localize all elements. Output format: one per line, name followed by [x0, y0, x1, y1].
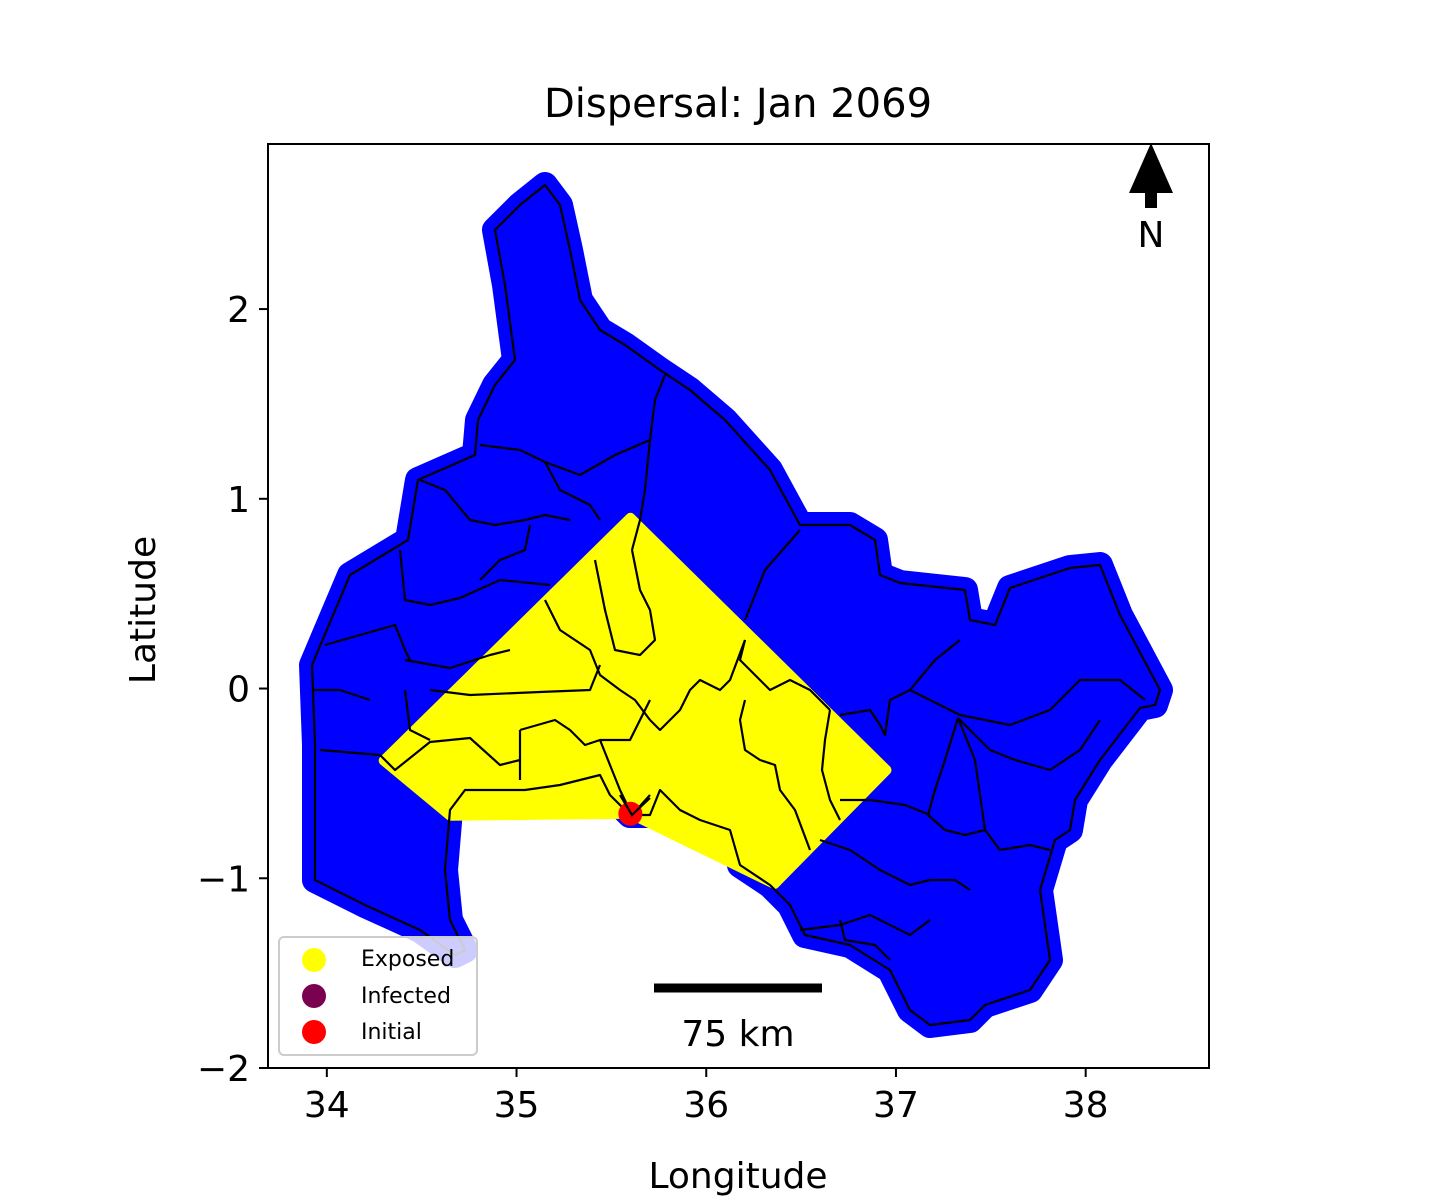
- border-t: [738, 699, 812, 851]
- y-tick-label: 1: [227, 480, 250, 521]
- border-e: [398, 549, 551, 607]
- x-tick-label: 37: [873, 1085, 919, 1126]
- north-arrow-label: N: [1138, 215, 1165, 256]
- border-u: [820, 709, 841, 821]
- border-ad: [819, 838, 971, 891]
- legend-exposed-label: Exposed: [361, 947, 454, 972]
- scale-bar: 75 km: [654, 983, 822, 1055]
- y-tick-label: 2: [227, 290, 250, 331]
- chart-title: Dispersal: Jan 2069: [544, 81, 932, 127]
- border-f: [479, 524, 532, 581]
- north-arrow-icon: [1129, 143, 1173, 208]
- border-m: [403, 689, 431, 741]
- x-axis-ticks: 34 35 36 37 38: [304, 1068, 1109, 1126]
- legend-initial-label: Initial: [361, 1020, 422, 1045]
- border-ab: [956, 717, 1051, 852]
- border-a: [479, 374, 667, 477]
- border-af: [838, 919, 891, 961]
- border-c: [544, 461, 601, 521]
- border-h: [404, 648, 511, 670]
- x-tick-label: 34: [304, 1085, 350, 1126]
- initial-point-border: [619, 794, 651, 817]
- legend-exposed-marker: [302, 948, 326, 972]
- border-outer: [310, 183, 1162, 1027]
- y-tick-label: −1: [197, 859, 250, 900]
- map-area: [299, 172, 1173, 1038]
- border-s: [738, 639, 831, 711]
- x-tick-label: 38: [1063, 1085, 1109, 1126]
- border-v: [743, 529, 801, 621]
- border-y: [909, 639, 961, 691]
- y-axis-ticks: 2 1 0 −1 −2: [197, 290, 268, 1090]
- border-b: [630, 439, 652, 551]
- border-i: [312, 688, 371, 702]
- y-tick-label: 0: [227, 670, 250, 711]
- border-n: [544, 599, 651, 721]
- region-outline: [299, 172, 1173, 1038]
- legend-infected-marker: [302, 984, 326, 1008]
- legend: Exposed Infected Initial: [278, 936, 478, 1056]
- border-r: [649, 639, 747, 732]
- border-aa: [957, 717, 1101, 772]
- scale-bar-label: 75 km: [681, 1014, 794, 1055]
- border-d: [419, 478, 571, 527]
- border-g: [324, 623, 411, 661]
- y-axis-label: Latitude: [123, 536, 164, 684]
- border-j: [319, 736, 521, 772]
- border-x: [909, 678, 1146, 727]
- border-l: [593, 549, 657, 657]
- border-k: [429, 664, 602, 697]
- border-ac: [840, 798, 931, 817]
- axes-frame: [267, 143, 1210, 1069]
- x-axis-label: Longitude: [648, 1156, 827, 1197]
- north-arrow: N: [1129, 143, 1173, 256]
- x-tick-label: 35: [494, 1085, 540, 1126]
- y-tick-label: −2: [197, 1049, 250, 1090]
- border-w: [839, 689, 911, 737]
- border-ae: [799, 913, 931, 937]
- border-o: [519, 699, 651, 747]
- admin-borders: [310, 183, 1162, 1027]
- legend-box: [278, 936, 478, 1056]
- legend-initial-marker: [302, 1020, 326, 1044]
- legend-infected-label: Infected: [361, 984, 451, 1009]
- x-tick-label: 36: [683, 1085, 729, 1126]
